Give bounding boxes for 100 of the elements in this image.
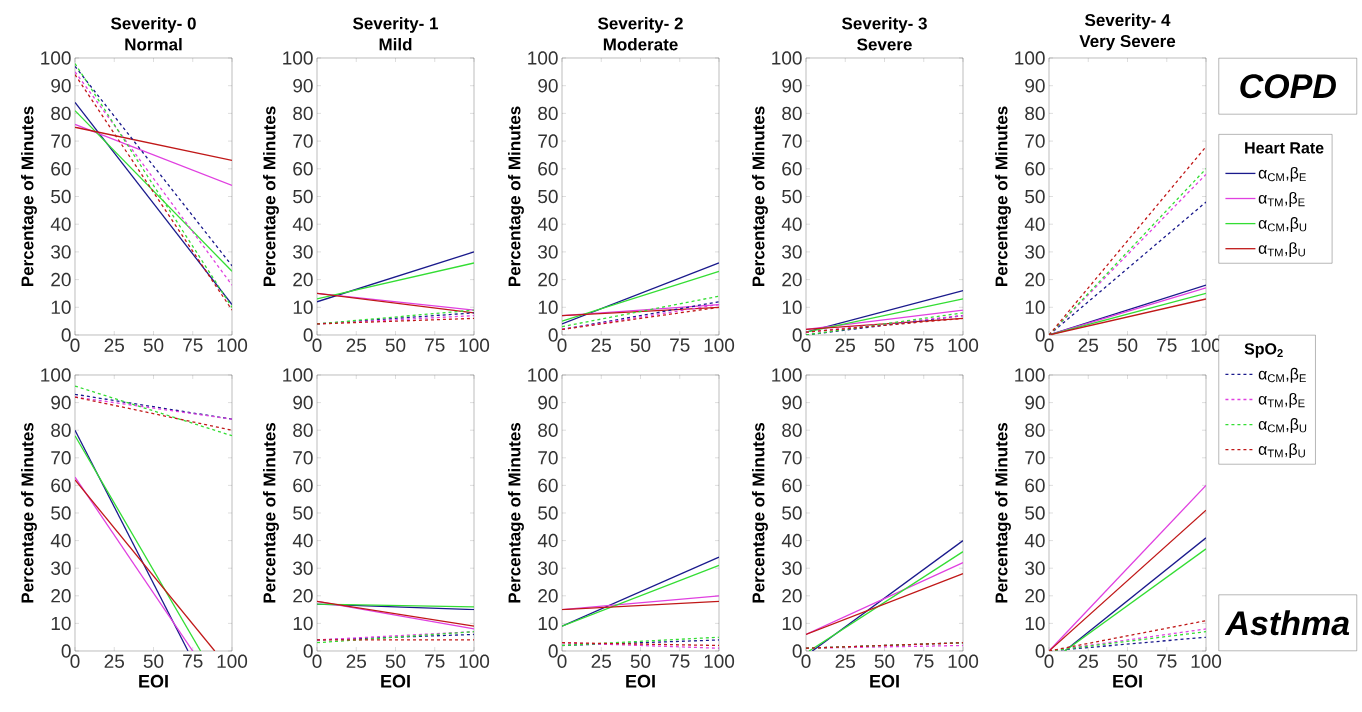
y-tick-label: 100 [41, 51, 71, 65]
x-tick-label: 0 [1044, 654, 1054, 668]
y-tick-label: 70 [782, 451, 802, 465]
x-tick-label: 100 [1191, 654, 1222, 668]
y-tick-label: 0 [303, 328, 313, 342]
x-tick-label: 0 [1044, 338, 1054, 352]
x-axis-title: EOI [1113, 674, 1142, 688]
x-tick-label: 25 [346, 654, 367, 668]
y-tick-label: 100 [41, 368, 71, 382]
y-tick-label: 20 [538, 272, 558, 287]
legend-label: α$_{TM}$,β$_{E}$ [1258, 392, 1305, 408]
y-tick-label: 60 [538, 162, 558, 176]
y-tick-label: 90 [1025, 395, 1045, 410]
x-tick-label: 25 [591, 338, 612, 352]
y-tick-label: 60 [1025, 478, 1045, 493]
x-tick-label: 0 [312, 338, 322, 352]
y-tick-label: 80 [782, 423, 802, 437]
legend-label: α$_{CM}$,β$_{U}$ [1258, 217, 1307, 232]
legend-title: Heart Rate [1245, 142, 1324, 154]
x-tick-label: 100 [217, 338, 248, 352]
x-tick-label: 100 [704, 338, 735, 352]
chart-subtitle: Mild [379, 37, 412, 51]
y-tick-label: 50 [538, 506, 558, 520]
y-tick-label: 10 [293, 300, 313, 315]
y-tick-label: 40 [292, 217, 313, 231]
y-tick-label: 50 [293, 506, 313, 520]
chart-subtitle: Severe [857, 38, 912, 51]
y-tick-label: 50 [1025, 189, 1045, 204]
x-tick-label: 100 [459, 654, 490, 668]
x-tick-label: 0 [801, 654, 811, 668]
x-tick-label: 100 [704, 654, 735, 668]
y-tick-label: 60 [51, 162, 71, 176]
legend-label: α$_{TM}$,β$_{U}$ [1258, 242, 1305, 258]
x-tick-label: 100 [459, 338, 490, 352]
x-tick-label: 25 [835, 654, 856, 668]
y-axis-title: Percentage of Minutes [262, 106, 279, 287]
y-tick-label: 70 [1025, 134, 1045, 148]
y-axis-title: Percentage of Minutes [507, 423, 524, 603]
x-tick-label: 50 [143, 338, 164, 352]
x-tick-label: 75 [425, 338, 445, 352]
x-tick-label: 0 [801, 338, 811, 352]
y-tick-label: 70 [538, 451, 558, 465]
y-tick-label: 100 [283, 51, 313, 65]
x-tick-label: 25 [835, 338, 856, 352]
legend-label: α$_{CM}$,β$_{U}$ [1258, 418, 1307, 433]
chart-subtitle: Moderate [603, 37, 678, 51]
x-tick-label: 25 [1078, 338, 1099, 352]
x-tick-label: 50 [874, 338, 895, 352]
x-tick-label: 100 [948, 338, 979, 352]
y-tick-label: 80 [293, 106, 313, 121]
y-tick-label: 0 [61, 644, 71, 658]
y-axis-title: Percentage of Minutes [995, 106, 1011, 287]
x-tick-label: 50 [385, 338, 406, 352]
y-tick-label: 0 [1035, 644, 1045, 658]
y-tick-label: 50 [782, 189, 802, 204]
x-tick-label: 75 [183, 338, 203, 352]
y-tick-label: 70 [293, 134, 313, 148]
x-tick-label: 75 [914, 338, 934, 352]
y-tick-label: 60 [782, 478, 802, 493]
x-tick-label: 75 [183, 654, 203, 668]
x-tick-label: 75 [670, 338, 690, 352]
y-tick-label: 0 [1035, 328, 1045, 342]
x-tick-label: 50 [630, 654, 651, 668]
text: Asthma [1224, 610, 1350, 636]
x-axis-title: EOI [381, 674, 410, 688]
x-tick-label: 0 [70, 654, 80, 668]
y-tick-label: 0 [548, 328, 558, 342]
y-tick-label: 70 [1025, 451, 1045, 465]
y-tick-label: 60 [293, 478, 313, 493]
y-tick-label: 80 [51, 106, 71, 121]
y-tick-label: 50 [51, 189, 71, 204]
x-tick-label: 25 [104, 654, 125, 668]
y-tick-label: 80 [1025, 106, 1045, 121]
legend-label: α$_{TM}$,β$_{E}$ [1258, 191, 1305, 207]
y-tick-label: 80 [51, 423, 71, 437]
chart-title: Severity- 4 [1085, 13, 1171, 30]
y-tick-label: 20 [293, 272, 313, 287]
x-tick-label: 50 [874, 654, 895, 668]
y-axis-title: Percentage of Minutes [262, 423, 279, 603]
x-tick-label: 0 [312, 654, 322, 668]
y-tick-label: 70 [51, 451, 71, 465]
y-tick-label: 60 [293, 162, 313, 176]
y-tick-label: 10 [51, 300, 71, 315]
x-tick-label: 75 [1157, 338, 1177, 352]
x-tick-label: 100 [948, 654, 979, 668]
y-tick-label: 80 [538, 423, 558, 437]
y-tick-label: 60 [1025, 162, 1045, 176]
x-tick-label: 50 [385, 654, 406, 668]
y-tick-label: 10 [538, 616, 558, 631]
y-tick-label: 80 [538, 106, 558, 121]
y-tick-label: 20 [51, 272, 71, 287]
x-tick-label: 50 [1117, 654, 1138, 668]
x-tick-label: 75 [914, 654, 934, 668]
x-tick-label: 25 [1078, 654, 1099, 668]
y-tick-label: 100 [1015, 368, 1045, 382]
y-tick-label: 30 [293, 245, 313, 259]
y-tick-label: 60 [782, 162, 802, 176]
y-tick-label: 40 [781, 217, 802, 231]
y-tick-label: 60 [51, 478, 71, 493]
y-tick-label: 90 [293, 78, 313, 93]
